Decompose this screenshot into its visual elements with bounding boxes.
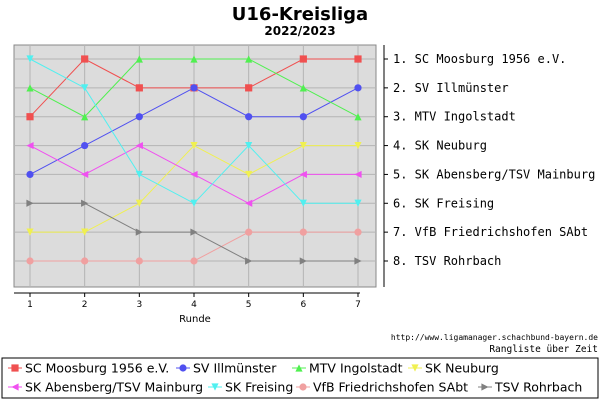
data-point <box>245 257 253 265</box>
legend-label: SV Illmünster <box>193 361 277 376</box>
data-point <box>26 228 34 236</box>
x-axis-ticks: 1 2 3 4 5 6 7 <box>27 293 361 310</box>
data-point <box>299 113 307 121</box>
data-point <box>354 257 362 265</box>
data-point <box>179 364 187 372</box>
data-point <box>299 55 307 63</box>
data-point <box>81 141 89 150</box>
footer-note: Rangliste über Zeit <box>489 344 598 355</box>
data-point <box>81 84 89 92</box>
data-point <box>11 383 19 391</box>
data-point <box>135 55 143 63</box>
data-point <box>135 170 143 179</box>
legend-label: SK Freising <box>225 380 293 395</box>
x-tick-label: 5 <box>246 300 252 310</box>
chart-subtitle: 2022/2023 <box>264 24 335 38</box>
data-point <box>481 383 489 391</box>
data-point <box>190 84 198 92</box>
data-point <box>354 84 362 92</box>
data-point <box>26 84 34 92</box>
legend-box <box>1 357 599 399</box>
data-point <box>81 113 89 121</box>
data-point <box>81 55 89 63</box>
x-axis-label: Runde <box>179 314 211 325</box>
data-point <box>245 113 253 121</box>
legend-label: SC Moosburg 1956 e.V. <box>25 361 169 376</box>
data-point <box>354 141 362 150</box>
data-point <box>26 141 34 150</box>
rank-label: 8. TSV Rohrbach <box>393 254 501 268</box>
rank-label: 7. VfB Friedrichshofen SAbt <box>393 225 588 239</box>
legend: SC Moosburg 1956 e.V. SV Illmünster MTV In… <box>8 361 582 395</box>
data-point <box>299 84 307 92</box>
data-point <box>245 170 253 179</box>
data-point <box>354 199 362 207</box>
data-point <box>190 228 198 236</box>
data-point <box>245 55 253 63</box>
legend-label: MTV Ingolstadt <box>309 361 403 376</box>
data-point <box>245 141 253 150</box>
rank-label: 3. MTV Ingolstadt <box>393 110 516 124</box>
data-point <box>26 257 34 265</box>
data-point <box>299 199 307 207</box>
x-tick-label: 4 <box>191 300 197 310</box>
x-tick-label: 3 <box>136 300 142 310</box>
data-point <box>135 199 143 207</box>
data-point <box>299 228 307 236</box>
rank-label: 2. SV Illmünster <box>393 81 509 95</box>
data-point <box>190 199 198 207</box>
rank-label: 1. SC Moosburg 1956 e.V. <box>393 52 566 66</box>
data-point <box>81 228 89 236</box>
x-tick-label: 2 <box>82 300 88 310</box>
data-point <box>81 199 89 207</box>
data-point <box>354 170 362 179</box>
data-point <box>190 141 198 150</box>
data-point <box>299 141 307 150</box>
data-point <box>190 257 198 265</box>
legend-label: SK Abensberg/TSV Mainburg <box>25 380 203 395</box>
data-point <box>26 55 34 63</box>
legend-label: VfB Friedrichshofen SAbt <box>313 380 468 395</box>
data-point <box>135 84 143 92</box>
data-point <box>245 84 253 92</box>
data-point <box>81 170 89 179</box>
data-point <box>354 228 362 236</box>
data-point <box>295 364 303 372</box>
footer-url: http://www.ligamanager.schachbund-bayern… <box>391 333 598 342</box>
data-point <box>26 199 34 207</box>
legend-label: SK Neuburg <box>425 361 499 376</box>
data-point <box>245 228 253 236</box>
data-point <box>135 141 143 150</box>
rank-label: 4. SK Neuburg <box>393 139 487 153</box>
data-point <box>190 170 198 179</box>
data-point <box>81 257 89 265</box>
data-point <box>211 383 219 391</box>
data-point <box>411 364 419 372</box>
data-point <box>245 199 253 207</box>
x-tick-label: 7 <box>355 300 361 310</box>
data-point <box>299 257 307 265</box>
legend-label: TSV Rohrbach <box>494 380 582 395</box>
series-markers <box>26 55 362 265</box>
data-point <box>135 257 143 265</box>
data-point <box>299 383 307 391</box>
ranking-labels: 1. SC Moosburg 1956 e.V. 2. SV Illmünster… <box>384 52 595 268</box>
data-point <box>354 113 362 121</box>
rank-label: 5. SK Abensberg/TSV Mainburg <box>393 167 595 181</box>
data-point <box>299 170 307 179</box>
data-point <box>11 364 19 372</box>
data-point <box>26 113 34 121</box>
data-point <box>190 55 198 63</box>
x-tick-label: 1 <box>27 300 33 310</box>
rank-label: 6. SK Freising <box>393 196 494 210</box>
chart-title: U16-Kreisliga <box>232 4 368 25</box>
data-point <box>135 113 143 121</box>
x-tick-label: 6 <box>300 300 306 310</box>
data-point <box>26 170 34 179</box>
data-point <box>354 55 362 63</box>
data-point <box>135 228 143 236</box>
